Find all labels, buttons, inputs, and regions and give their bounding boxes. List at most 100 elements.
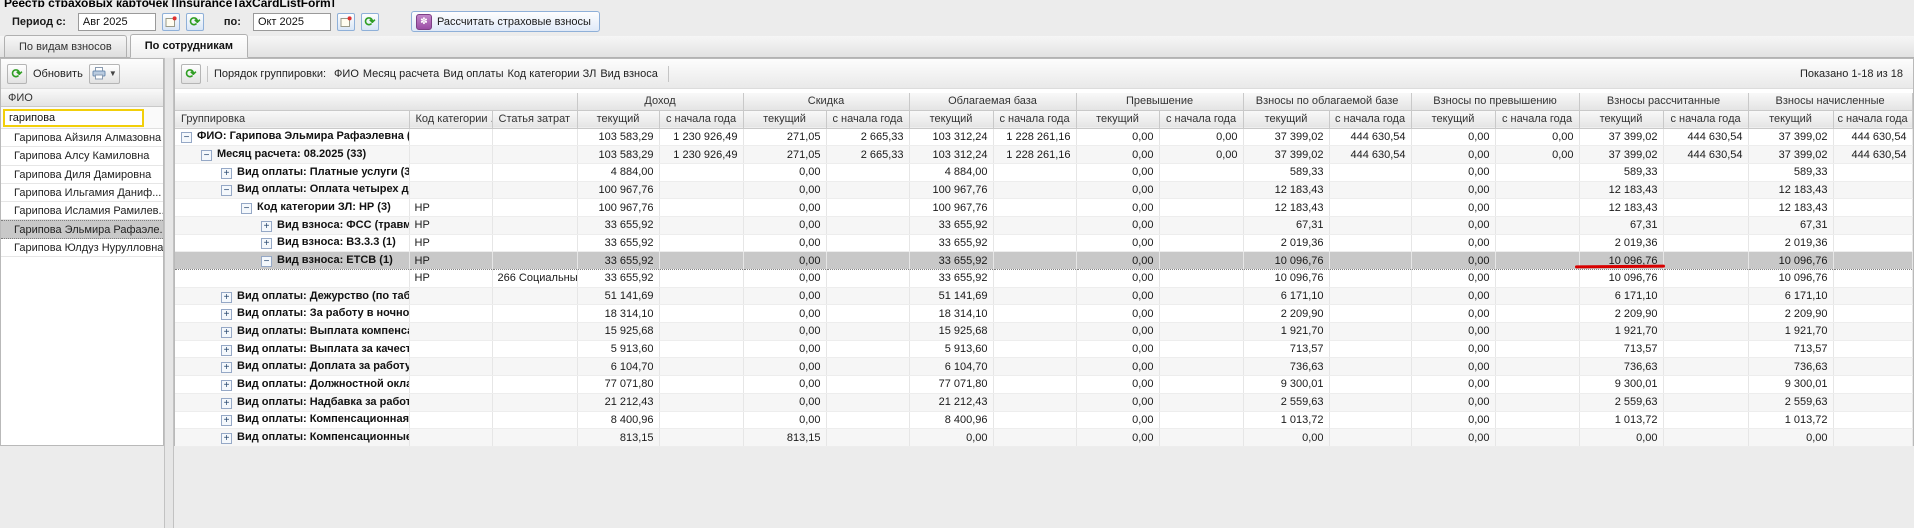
column-subheader[interactable]: текущий — [1411, 110, 1496, 129]
expand-icon[interactable]: + — [221, 326, 232, 338]
collapse-icon[interactable]: − — [181, 132, 192, 144]
table-row[interactable]: + Вид оплаты: Дежурство (по табелю) ... 51… — [175, 287, 1913, 306]
value-cell — [993, 181, 1077, 200]
column-group-header[interactable]: Взносы по облагаемой базе — [1243, 93, 1412, 111]
table-row[interactable]: + Вид оплаты: За работу в ночное вре... 18… — [175, 304, 1913, 324]
table-row[interactable]: − ФИО: Гарипова Эльмира Рафаэлевна (33) 10… — [175, 128, 1913, 147]
table-row[interactable]: + Вид оплаты: Выплата компенсацион... 15 9… — [175, 322, 1913, 341]
table-row[interactable]: + Вид оплаты: Доплата за работу в пра... 6… — [175, 357, 1913, 377]
list-item[interactable]: Гарипова Исламия Рамилев... — [1, 202, 163, 221]
group-label: Вид оплаты: Выплата за качество по ... — [237, 342, 408, 355]
table-row[interactable]: + Вид оплаты: Компенсационные выпл... 813,… — [175, 428, 1913, 447]
sidebar-refresh-button[interactable]: ⟳ — [7, 63, 27, 84]
value-cell — [1329, 411, 1412, 430]
column-group-header[interactable]: Превышение — [1076, 93, 1244, 111]
collapse-icon[interactable]: − — [261, 256, 272, 268]
expand-icon[interactable]: + — [221, 362, 232, 374]
table-row[interactable]: − Код категории ЗЛ: НР (3) НР 100 967,76 0,0… — [175, 198, 1913, 217]
column-header[interactable]: Код категории ... — [409, 110, 493, 129]
table-row[interactable]: + Вид оплаты: Надбавка за работу с вр... 2… — [175, 393, 1913, 412]
column-subheader[interactable]: с начала года — [1159, 110, 1244, 129]
period-from-input[interactable] — [77, 12, 156, 31]
value-cell — [1329, 251, 1412, 270]
column-header[interactable]: Статья затрат — [492, 110, 578, 129]
grouping-field[interactable]: Вид оплаты — [443, 67, 504, 80]
calculate-contributions-button[interactable]: ✽ Рассчитать страховые взносы — [410, 11, 600, 32]
column-subheader[interactable]: текущий — [577, 110, 660, 129]
column-subheader[interactable]: текущий — [909, 110, 994, 129]
list-item[interactable]: Гарипова Алсу Камиловна — [1, 147, 163, 166]
column-group-header[interactable]: Взносы начисленные — [1748, 93, 1913, 111]
period-to-pick-button[interactable]: ⟳ — [360, 12, 379, 31]
column-subheader[interactable]: текущий — [1243, 110, 1330, 129]
expand-icon[interactable]: + — [221, 397, 232, 409]
period-from-clear-button[interactable] — [161, 12, 180, 31]
category-code-cell — [409, 287, 493, 306]
value-cell — [1159, 198, 1244, 217]
column-subheader[interactable]: с начала года — [1329, 110, 1412, 129]
column-header[interactable]: Группировка — [175, 110, 410, 129]
column-group-header[interactable]: Взносы рассчитанные — [1579, 93, 1749, 111]
column-subheader[interactable]: с начала года — [1663, 110, 1749, 129]
table-row[interactable]: −Вид оплаты: Оплата четырех дополн... 100… — [175, 181, 1913, 200]
column-group-header[interactable]: Скидка — [743, 93, 910, 111]
table-row[interactable]: − Вид взноса: ЕТСВ (1) НР 33 655,92 0,00 33 6… — [175, 251, 1913, 270]
value-cell — [1663, 163, 1749, 182]
expand-icon[interactable]: + — [221, 291, 232, 303]
column-subheader[interactable]: с начала года — [993, 110, 1077, 129]
grouping-field[interactable]: Вид взноса — [600, 67, 658, 80]
column-group-header[interactable]: Облагаемая база — [909, 93, 1077, 111]
list-item[interactable]: Гарипова Диля Дамировна — [1, 166, 163, 184]
period-from-pick-button[interactable]: ⟳ — [185, 12, 204, 31]
grouping-field[interactable]: Код категории ЗЛ — [507, 67, 597, 80]
sidebar-print-button[interactable]: ▼ — [88, 63, 120, 84]
table-row[interactable]: + Вид взноса: ФСС (травматизм)...НР 33 655… — [175, 216, 1913, 235]
grouping-field[interactable]: Месяц расчета — [362, 67, 440, 80]
table-row[interactable]: + Вид оплаты: Платные услуги (3) 4 884,00 0… — [175, 163, 1913, 182]
expand-icon[interactable]: + — [221, 309, 232, 321]
tab-by-contribution-types[interactable]: По видам взносов — [4, 35, 127, 57]
value-cell: 5 913,60 — [909, 340, 994, 359]
column-subheader[interactable]: с начала года — [1495, 110, 1580, 129]
expand-icon[interactable]: + — [221, 433, 232, 445]
list-item[interactable]: Гарипова Айзиля Алмазовна — [1, 129, 163, 148]
column-subheader[interactable]: текущий — [1579, 110, 1664, 129]
expand-icon[interactable]: + — [261, 238, 272, 250]
expand-icon[interactable]: + — [221, 344, 232, 356]
fio-filter-input[interactable] — [3, 108, 144, 127]
panel-splitter[interactable] — [164, 58, 174, 528]
column-subheader[interactable]: текущий — [1076, 110, 1160, 129]
period-to-input[interactable] — [252, 12, 331, 31]
collapse-icon[interactable]: − — [201, 150, 212, 162]
column-group-header[interactable]: Доход — [577, 93, 744, 111]
grouping-cell: + Вид оплаты: Компенсационная выпл... — [175, 411, 410, 430]
table-row[interactable]: + Вид оплаты: Компенсационная выпл... 8 40… — [175, 411, 1913, 430]
table-row[interactable]: + Вид оплаты: Выплата за качество по ... 5… — [175, 340, 1913, 359]
column-subheader[interactable]: с начала года — [826, 110, 910, 129]
expand-icon[interactable]: + — [221, 415, 232, 427]
column-subheader[interactable]: с начала года — [1833, 110, 1913, 129]
column-subheader[interactable]: с начала года — [659, 110, 744, 129]
grouping-field[interactable]: ФИО — [334, 67, 359, 80]
column-subheader[interactable]: текущий — [1748, 110, 1834, 129]
grid-refresh-button[interactable]: ⟳ — [181, 63, 201, 84]
tab-by-employees[interactable]: По сотрудникам — [129, 34, 248, 58]
expand-icon[interactable]: + — [221, 167, 232, 179]
grouping-cell: + Вид оплаты: Дежурство (по табелю) ... — [175, 287, 410, 306]
value-cell: 10 096,76 — [1748, 251, 1834, 270]
list-item[interactable]: Гарипова Эльмира Рафаэле... — [1, 220, 163, 239]
list-item[interactable]: Гарипова Юлдуз Нурулловна — [1, 239, 163, 258]
fio-column-header[interactable]: ФИО — [1, 89, 163, 107]
column-subheader[interactable]: текущий — [743, 110, 827, 129]
list-item[interactable]: Гарипова Ильгамия Даниф... — [1, 184, 163, 203]
expand-icon[interactable]: + — [261, 220, 272, 232]
table-row[interactable]: + Вид взноса: ВЗ.3.3 (1) НР 33 655,92 0,00 33… — [175, 234, 1913, 253]
period-to-clear-button[interactable] — [336, 12, 355, 31]
expand-icon[interactable]: + — [221, 379, 232, 391]
collapse-icon[interactable]: − — [241, 203, 252, 215]
table-row[interactable]: + Вид оплаты: Должностной оклад здр... 77 … — [175, 375, 1913, 394]
collapse-icon[interactable]: − — [221, 185, 232, 197]
table-row[interactable]: − Месяц расчета: 08.2025 (33) 103 583,29 1 … — [175, 145, 1913, 164]
column-group-header[interactable]: Взносы по превышению — [1411, 93, 1580, 111]
